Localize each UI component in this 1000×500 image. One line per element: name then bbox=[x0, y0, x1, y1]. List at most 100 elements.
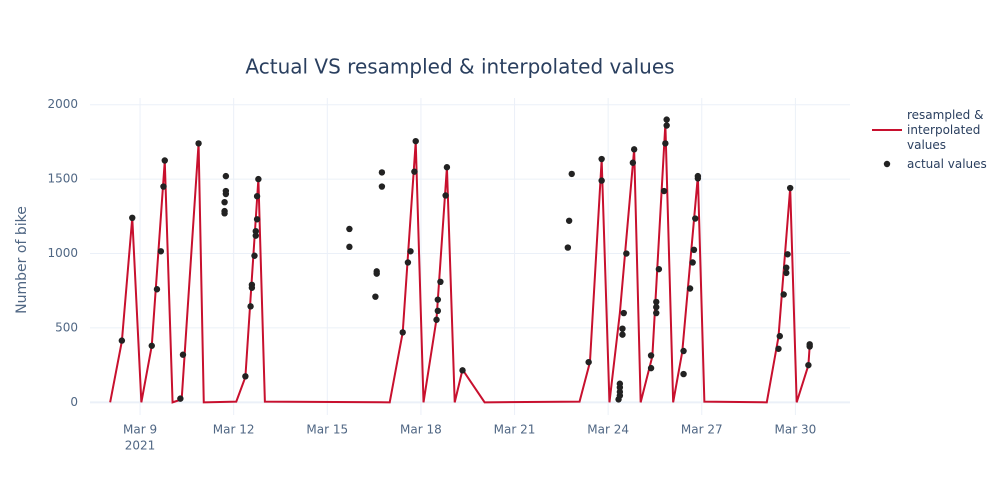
marker bbox=[378, 169, 386, 176]
marker bbox=[153, 286, 161, 293]
marker bbox=[252, 227, 259, 235]
marker bbox=[780, 291, 787, 298]
marker bbox=[221, 210, 228, 217]
y-tick-label: 2000 bbox=[47, 97, 78, 111]
marker bbox=[663, 122, 670, 129]
marker bbox=[129, 214, 136, 222]
y-axis-label: Number of bike bbox=[14, 206, 30, 314]
marker bbox=[623, 250, 630, 257]
y-tick-label: 0 bbox=[70, 395, 78, 409]
marker bbox=[653, 309, 660, 317]
marker bbox=[616, 388, 624, 396]
x-tick-label: Mar 27 bbox=[681, 423, 723, 437]
marker bbox=[662, 140, 669, 147]
y-tick-label: 1000 bbox=[47, 246, 78, 260]
marker bbox=[372, 293, 379, 300]
x-tick-label: Mar 12 bbox=[213, 423, 255, 437]
x-tick-label: Mar 18 bbox=[400, 423, 442, 437]
marker bbox=[653, 303, 660, 311]
marker bbox=[255, 175, 262, 183]
marker bbox=[442, 192, 449, 199]
marker bbox=[222, 190, 230, 198]
marker bbox=[619, 331, 626, 338]
marker bbox=[663, 116, 670, 123]
marker bbox=[434, 307, 442, 315]
marker bbox=[776, 332, 783, 340]
legend-label: actual values bbox=[907, 156, 987, 171]
marker bbox=[786, 184, 794, 192]
x-tick-label: Mar 30 bbox=[775, 423, 817, 437]
marker bbox=[686, 285, 694, 292]
marker bbox=[680, 347, 687, 355]
marker bbox=[598, 177, 605, 184]
marker bbox=[195, 140, 202, 147]
marker bbox=[443, 164, 451, 171]
marker bbox=[616, 380, 624, 387]
marker bbox=[346, 243, 353, 251]
marker bbox=[784, 251, 791, 258]
marker bbox=[161, 157, 168, 164]
marker bbox=[647, 352, 655, 359]
marker bbox=[655, 265, 663, 273]
legend-swatch bbox=[883, 160, 891, 168]
marker bbox=[433, 316, 440, 323]
marker bbox=[251, 252, 258, 259]
marker bbox=[619, 325, 626, 332]
marker bbox=[630, 146, 638, 153]
marker bbox=[434, 296, 442, 303]
marker bbox=[221, 198, 228, 206]
marker bbox=[412, 137, 419, 145]
marker bbox=[783, 264, 790, 271]
marker bbox=[407, 248, 414, 255]
x-tick-label: Mar 9 bbox=[123, 423, 157, 437]
marker bbox=[437, 278, 444, 286]
marker bbox=[805, 361, 812, 369]
marker bbox=[647, 364, 655, 372]
marker bbox=[653, 298, 660, 306]
marker bbox=[253, 216, 261, 223]
marker bbox=[247, 303, 254, 310]
marker bbox=[689, 259, 696, 266]
plot-area bbox=[109, 116, 813, 404]
marker bbox=[568, 170, 575, 178]
marker bbox=[806, 341, 813, 348]
marker bbox=[598, 155, 605, 163]
marker bbox=[148, 342, 155, 349]
marker bbox=[118, 337, 126, 344]
marker bbox=[242, 373, 249, 380]
marker bbox=[783, 269, 790, 277]
marker bbox=[252, 232, 259, 239]
x-tick-label: Mar 24 bbox=[587, 423, 629, 437]
marker bbox=[404, 259, 412, 266]
marker bbox=[620, 309, 627, 317]
marker bbox=[585, 358, 592, 366]
x-tick-year: 2021 bbox=[125, 439, 156, 453]
marker bbox=[775, 345, 782, 352]
marker bbox=[564, 244, 572, 251]
marker bbox=[253, 193, 261, 200]
marker bbox=[660, 187, 668, 195]
x-tick-label: Mar 21 bbox=[494, 423, 536, 437]
marker bbox=[222, 172, 230, 180]
marker bbox=[565, 217, 573, 224]
x-tick-label: Mar 15 bbox=[306, 423, 348, 437]
y-tick-label: 500 bbox=[55, 320, 78, 334]
marker bbox=[177, 395, 184, 402]
marker bbox=[157, 248, 165, 255]
chart-title: Actual VS resampled & interpolated value… bbox=[245, 55, 674, 79]
marker bbox=[373, 270, 380, 277]
marker bbox=[179, 351, 187, 358]
marker bbox=[690, 246, 698, 254]
marker bbox=[378, 183, 386, 190]
y-tick-label: 1500 bbox=[47, 172, 78, 186]
marker bbox=[680, 370, 687, 378]
line bbox=[109, 123, 811, 404]
marker bbox=[694, 172, 702, 180]
marker bbox=[399, 329, 406, 336]
marker bbox=[459, 367, 466, 374]
legend-label: resampled & interpolated values bbox=[907, 108, 984, 152]
marker bbox=[346, 225, 353, 233]
marker bbox=[160, 183, 167, 190]
